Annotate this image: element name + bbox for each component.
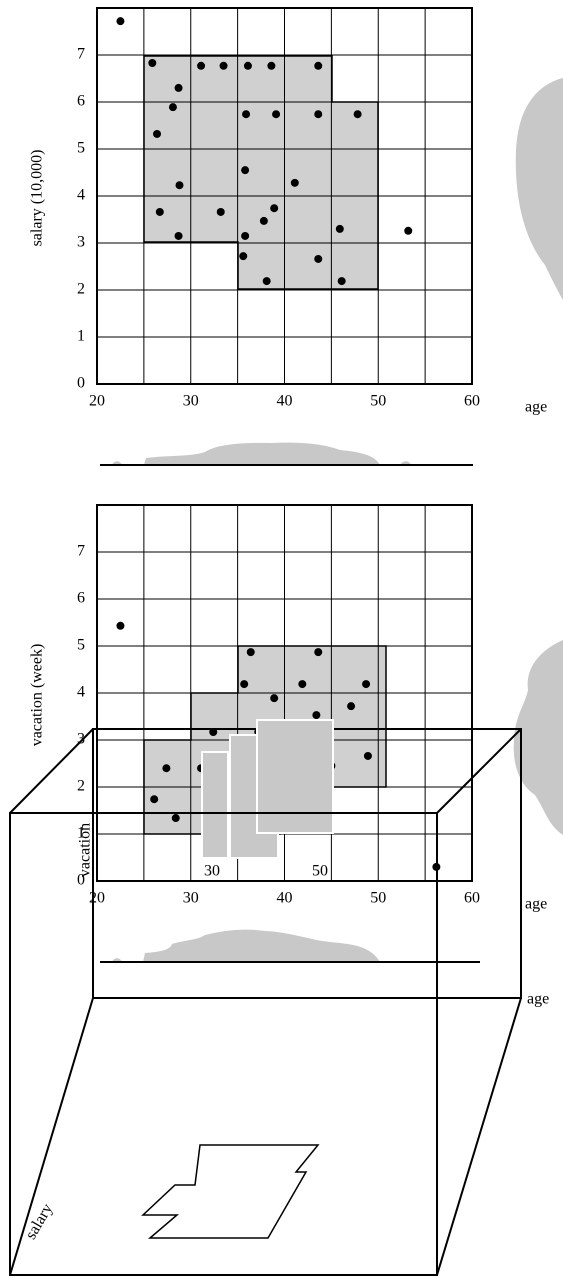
tick-label: 30 (204, 863, 220, 880)
point (241, 166, 250, 175)
y-tick-label: 6 (77, 590, 85, 607)
floor-shape (141, 1144, 320, 1239)
x-tick-label: 40 (277, 890, 293, 907)
y-tick-label: 3 (77, 234, 85, 251)
point (219, 61, 228, 70)
point (335, 224, 344, 233)
plot-frame (96, 504, 473, 882)
point (241, 231, 250, 240)
point (259, 216, 268, 225)
point (312, 711, 321, 720)
density-bottom (112, 929, 380, 962)
point (162, 764, 171, 773)
x-tick-label: 50 (370, 393, 386, 410)
edge (436, 997, 522, 1276)
cube: vacation salary age 30 50 (9, 719, 549, 1276)
y-tick-label: 7 (77, 46, 85, 63)
point (314, 110, 323, 119)
y-tick-label: 2 (77, 281, 85, 298)
front-face (9, 812, 438, 1276)
x-tick-label: 60 (464, 393, 480, 410)
point (363, 751, 372, 760)
point (270, 694, 279, 703)
density-right (515, 78, 563, 300)
point (337, 277, 346, 286)
bar-3d (256, 719, 334, 834)
axis-label: vacation (77, 823, 94, 877)
point (171, 814, 180, 823)
y-tick-label: 5 (77, 140, 85, 157)
x-tick-label: 50 (370, 890, 386, 907)
y-axis-label: vacation (week) (29, 644, 46, 747)
point (314, 254, 323, 263)
y-tick-label: 0 (77, 872, 85, 889)
point (298, 680, 307, 689)
point (404, 226, 413, 235)
tick-label: 50 (312, 863, 328, 880)
point (197, 61, 206, 70)
x-axis-label: age (525, 399, 547, 416)
y-tick-label: 5 (77, 637, 85, 654)
point (116, 17, 125, 26)
y-tick-label: 0 (77, 375, 85, 392)
point (174, 83, 183, 92)
point (175, 181, 184, 190)
y-tick-label: 4 (77, 684, 85, 701)
x-tick-label: 60 (464, 890, 480, 907)
point (353, 110, 362, 119)
point (314, 648, 323, 657)
point (150, 795, 159, 804)
y-tick-label: 7 (77, 543, 85, 560)
point (116, 621, 125, 630)
axis-label: age (527, 991, 549, 1008)
point (347, 702, 356, 711)
x-tick-label: 20 (89, 393, 105, 410)
point (243, 61, 252, 70)
point (242, 110, 251, 119)
axis-label: salary (22, 1201, 56, 1243)
edge (9, 997, 94, 1276)
point (148, 58, 157, 67)
edge (9, 728, 94, 814)
point (216, 207, 225, 216)
point (155, 207, 164, 216)
point (209, 728, 218, 737)
y-tick-label: 3 (77, 731, 85, 748)
point (153, 129, 161, 138)
y-tick-label: 4 (77, 187, 85, 204)
x-tick-label: 30 (183, 890, 199, 907)
density-right (513, 640, 563, 835)
point (239, 252, 248, 261)
plot-frame (96, 7, 473, 385)
point (174, 231, 183, 240)
point (168, 103, 177, 112)
edge (436, 728, 522, 814)
y-tick-label: 2 (77, 778, 85, 795)
point (262, 277, 271, 286)
x-tick-label: 30 (183, 393, 199, 410)
x-tick-label: 40 (277, 393, 293, 410)
point (246, 648, 255, 657)
y-tick-label: 6 (77, 93, 85, 110)
x-tick-label: 20 (89, 890, 105, 907)
bar-3d (201, 751, 229, 859)
point (362, 680, 371, 689)
x-axis-label: age (525, 896, 547, 913)
point (290, 178, 299, 187)
point (314, 61, 323, 70)
y-axis-label: salary (10,000) (29, 150, 46, 247)
y-tick-label: 1 (77, 825, 85, 842)
y-tick-label: 1 (77, 328, 85, 345)
point (272, 110, 281, 119)
point (270, 204, 279, 213)
density-bottom (112, 442, 411, 465)
point (240, 680, 249, 689)
point (267, 61, 276, 70)
